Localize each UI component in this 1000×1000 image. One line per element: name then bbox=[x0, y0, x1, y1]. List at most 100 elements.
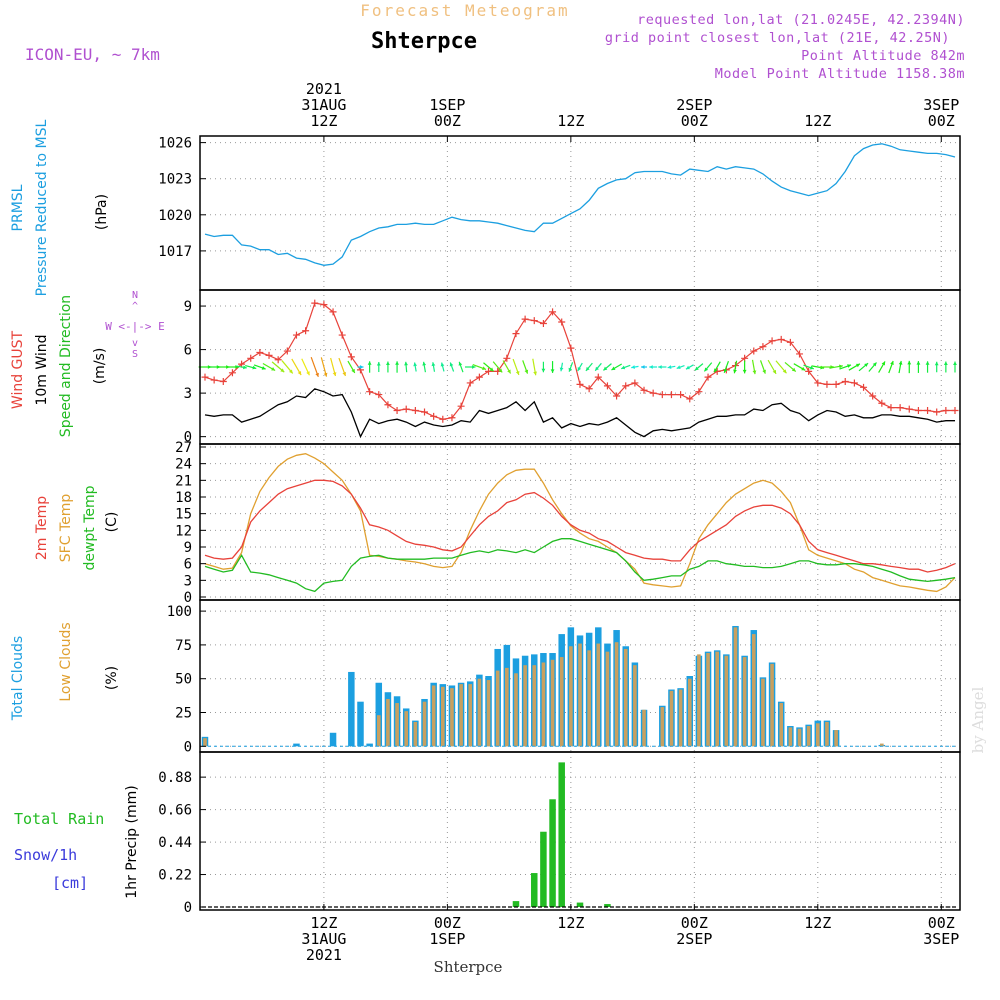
total-cloud-bar bbox=[329, 732, 337, 747]
gust-marker bbox=[539, 319, 547, 327]
bottom-time-label: 31AUG bbox=[301, 930, 346, 948]
total-cloud-bar bbox=[375, 682, 383, 747]
bottom-time-label: 00Z bbox=[928, 914, 955, 932]
panel-frame bbox=[199, 135, 961, 291]
wind-arrow-head bbox=[458, 361, 463, 366]
gust-marker bbox=[649, 389, 657, 397]
data-layer bbox=[198, 143, 959, 908]
wind-arrow-head bbox=[782, 369, 787, 374]
low-cloud-bar bbox=[569, 646, 573, 747]
wind-arrow-head bbox=[367, 361, 372, 365]
gust-marker bbox=[576, 380, 584, 388]
gust-marker bbox=[210, 376, 218, 384]
gust-marker bbox=[951, 407, 959, 415]
low-cloud-bar bbox=[468, 684, 473, 747]
y-tick-label: 1023 bbox=[158, 172, 192, 188]
low-cloud-bar bbox=[715, 651, 719, 747]
y-tick-label: 0 bbox=[184, 900, 192, 916]
wind-arrow-head bbox=[489, 367, 494, 372]
wind-arrow-head bbox=[471, 365, 476, 369]
wind-arrow-head bbox=[359, 365, 364, 369]
gust-marker bbox=[457, 402, 465, 410]
y-tick-label: 25 bbox=[175, 706, 192, 722]
low-cloud-bar bbox=[550, 659, 555, 747]
wind-arrow-head bbox=[890, 361, 894, 365]
bottom-time-label: 12Z bbox=[557, 914, 584, 932]
wind-arrow-head bbox=[658, 365, 662, 369]
low-cloud-bar bbox=[459, 684, 463, 747]
low-clouds-label: Low Clouds bbox=[58, 622, 74, 701]
gust-marker bbox=[658, 391, 666, 399]
wind-speeddir-label: Speed and Direction bbox=[58, 295, 74, 437]
wind-arrow-head bbox=[323, 372, 328, 377]
gust-marker bbox=[759, 343, 767, 351]
wind-arrow-head bbox=[577, 366, 582, 371]
top-time-label: 00Z bbox=[928, 112, 955, 130]
model-label: ICON-EU, ~ 7km bbox=[25, 45, 160, 64]
wind-arrow-head bbox=[515, 370, 520, 375]
wind-arrow-head bbox=[413, 362, 418, 367]
wind-arrow-head bbox=[280, 368, 285, 373]
wind-arrow-head bbox=[332, 372, 337, 376]
bottom-time-label: 2021 bbox=[306, 946, 342, 964]
cloud-labels: Total Clouds Low Clouds (%) bbox=[10, 622, 120, 721]
gust-marker bbox=[832, 380, 840, 388]
sfc-temp-line bbox=[204, 453, 956, 593]
y-tick-label: 75 bbox=[175, 638, 192, 654]
wind10-line bbox=[204, 388, 955, 439]
wind-arrow-head bbox=[847, 364, 852, 368]
wind-arrow-head bbox=[621, 365, 626, 370]
low-cloud-bar bbox=[687, 678, 692, 747]
grid-layer bbox=[200, 136, 960, 910]
total-cloud-bar bbox=[293, 743, 300, 747]
wind-arrow-head bbox=[395, 361, 399, 365]
gust-marker bbox=[256, 348, 264, 356]
gust-marker bbox=[384, 401, 392, 409]
clouds-unit: (%) bbox=[104, 666, 120, 690]
y-tick-label: 50 bbox=[175, 672, 192, 688]
low-cloud-bar bbox=[532, 665, 537, 747]
gust-marker bbox=[640, 386, 648, 394]
wind-arrow-head bbox=[631, 365, 636, 369]
low-cloud-bar bbox=[422, 701, 427, 747]
dewpoint-line bbox=[204, 538, 956, 593]
y-tick-label: 24 bbox=[175, 457, 192, 473]
wind-arrow-head bbox=[685, 365, 690, 370]
low-cloud-bar bbox=[596, 643, 601, 747]
wind-arrow-head bbox=[649, 365, 653, 369]
gust-marker bbox=[677, 391, 685, 399]
low-cloud-bar bbox=[633, 665, 637, 747]
low-cloud-bar bbox=[431, 685, 436, 747]
wind-arrow-head bbox=[568, 367, 573, 372]
rain-bar bbox=[604, 904, 611, 907]
pressure-line bbox=[204, 143, 956, 266]
compass-south: S bbox=[132, 349, 138, 360]
wind-arrow-head bbox=[855, 363, 860, 368]
compass-down: v bbox=[132, 338, 138, 349]
gust-marker bbox=[603, 382, 611, 390]
y-tick-label: 9 bbox=[184, 540, 192, 556]
requested-coords: requested lon,lat (21.0245E, 42.2394N) bbox=[637, 12, 965, 28]
top-time-label: 3SEP bbox=[923, 96, 959, 114]
wind-arrow-head bbox=[306, 371, 310, 376]
low-cloud-bar bbox=[614, 642, 619, 747]
wind-arrow-head bbox=[271, 367, 276, 371]
gust-marker bbox=[860, 383, 868, 391]
wind-arrow-head bbox=[762, 369, 766, 374]
gust-marker bbox=[228, 369, 236, 377]
gust-marker bbox=[338, 331, 346, 339]
gust-marker bbox=[393, 407, 401, 415]
gust-marker bbox=[704, 373, 712, 381]
wind-arrow-head bbox=[297, 371, 302, 376]
gust-marker bbox=[430, 412, 438, 420]
gust-marker bbox=[512, 330, 520, 338]
low-cloud-bar bbox=[697, 654, 701, 747]
gust-marker bbox=[366, 388, 374, 396]
y-tick-label: 9 bbox=[184, 299, 192, 315]
y-tick-label: 1017 bbox=[158, 244, 192, 260]
gust-marker bbox=[448, 414, 456, 422]
wind-arrow-head bbox=[342, 371, 347, 376]
gust-marker bbox=[841, 378, 849, 386]
rain-bar bbox=[558, 762, 565, 907]
low-cloud-bar bbox=[816, 723, 820, 747]
